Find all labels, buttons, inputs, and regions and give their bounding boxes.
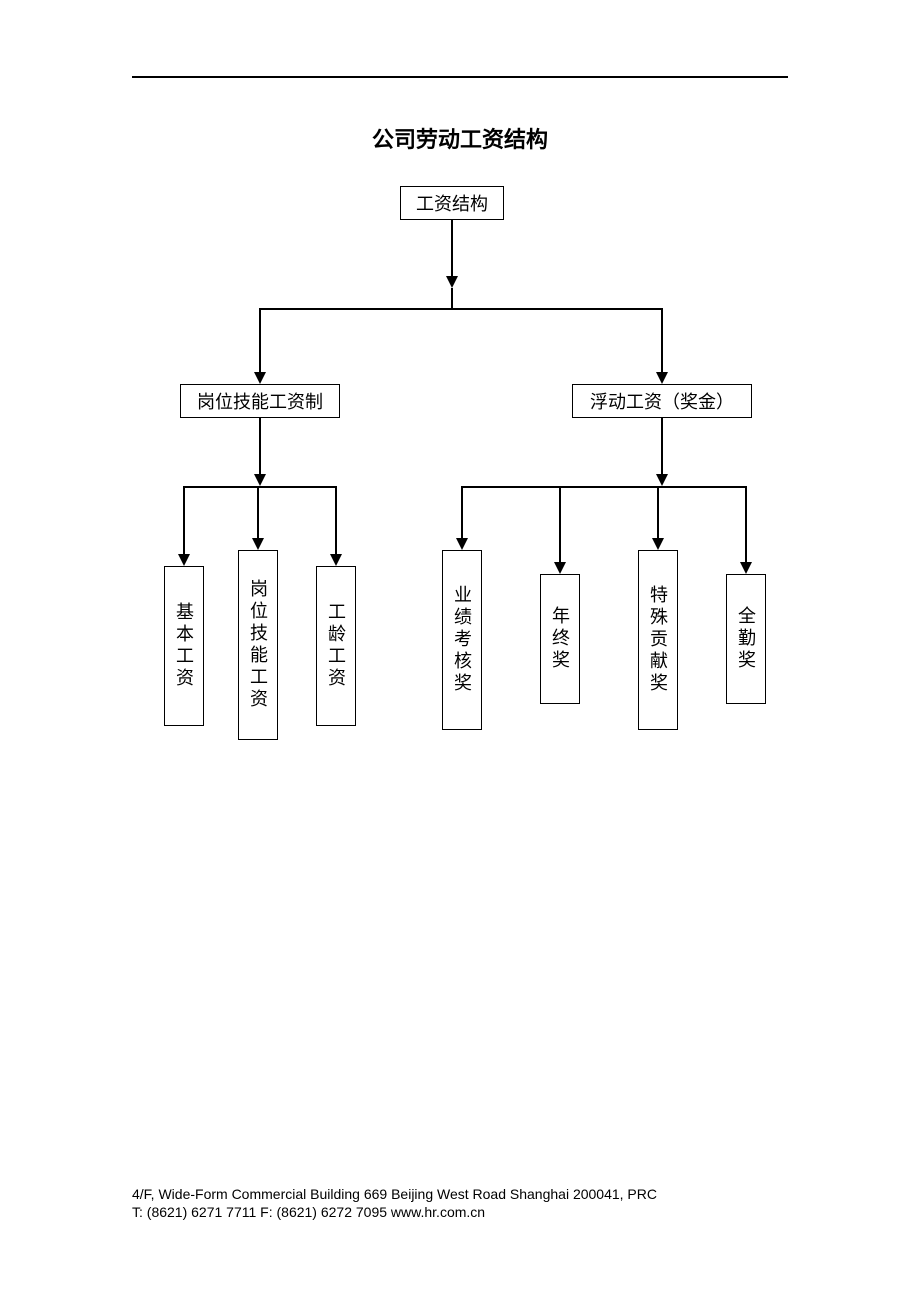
- connector: [259, 308, 261, 372]
- node-l3-yearend-label: 年终奖: [547, 606, 573, 672]
- connector: [661, 418, 663, 474]
- node-l3-attendance-label: 全勤奖: [733, 606, 759, 672]
- connector: [257, 486, 259, 538]
- arrow-icon: [456, 538, 468, 550]
- page: 公司劳动工资结构 工资结构 岗位技能工资制 浮动工资（奖金） 基本工资 岗位技能…: [0, 0, 920, 1302]
- node-l2-skill: 岗位技能工资制: [180, 384, 340, 418]
- node-l3-seniority-label: 工龄工资: [323, 602, 349, 690]
- arrow-icon: [330, 554, 342, 566]
- connector: [461, 486, 463, 538]
- node-l3-seniority: 工龄工资: [316, 566, 356, 726]
- connector: [183, 486, 337, 488]
- connector: [259, 418, 261, 474]
- node-l3-skill-wage-label: 岗位技能工资: [245, 579, 271, 711]
- connector: [661, 308, 663, 372]
- node-l3-basic: 基本工资: [164, 566, 204, 726]
- footer-contact: T: (8621) 6271 7711 F: (8621) 6272 7095 …: [132, 1204, 485, 1220]
- arrow-icon: [252, 538, 264, 550]
- header-rule: [132, 76, 788, 78]
- node-l3-special: 特殊贡献奖: [638, 550, 678, 730]
- node-l3-yearend: 年终奖: [540, 574, 580, 704]
- connector: [461, 486, 747, 488]
- connector: [745, 486, 747, 562]
- node-root: 工资结构: [400, 186, 504, 220]
- node-l3-performance: 业绩考核奖: [442, 550, 482, 730]
- connector: [335, 486, 337, 554]
- page-title: 公司劳动工资结构: [0, 122, 920, 154]
- connector: [451, 220, 453, 276]
- arrow-icon: [656, 474, 668, 486]
- connector: [451, 288, 453, 308]
- footer-address: 4/F, Wide-Form Commercial Building 669 B…: [132, 1186, 657, 1202]
- node-root-label: 工资结构: [416, 190, 488, 216]
- connector: [259, 308, 663, 310]
- arrow-icon: [446, 276, 458, 288]
- node-l2-bonus-label: 浮动工资（奖金）: [590, 388, 734, 414]
- node-l2-bonus: 浮动工资（奖金）: [572, 384, 752, 418]
- connector: [183, 486, 185, 554]
- node-l3-special-label: 特殊贡献奖: [645, 585, 671, 695]
- node-l3-attendance: 全勤奖: [726, 574, 766, 704]
- node-l3-basic-label: 基本工资: [171, 602, 197, 690]
- connector: [559, 486, 561, 562]
- arrow-icon: [178, 554, 190, 566]
- arrow-icon: [652, 538, 664, 550]
- arrow-icon: [656, 372, 668, 384]
- arrow-icon: [554, 562, 566, 574]
- arrow-icon: [740, 562, 752, 574]
- arrow-icon: [254, 474, 266, 486]
- connector: [657, 486, 659, 538]
- arrow-icon: [254, 372, 266, 384]
- node-l3-performance-label: 业绩考核奖: [449, 585, 475, 695]
- node-l2-skill-label: 岗位技能工资制: [197, 388, 323, 414]
- node-l3-skill-wage: 岗位技能工资: [238, 550, 278, 740]
